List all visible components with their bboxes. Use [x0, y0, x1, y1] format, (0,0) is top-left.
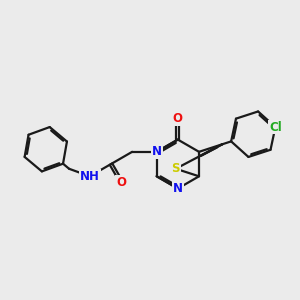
Text: O: O — [173, 112, 183, 125]
Text: N: N — [152, 145, 162, 158]
Text: N: N — [173, 182, 183, 195]
Text: Cl: Cl — [269, 121, 282, 134]
Text: S: S — [172, 162, 180, 175]
Text: NH: NH — [80, 170, 100, 183]
Text: O: O — [116, 176, 126, 189]
